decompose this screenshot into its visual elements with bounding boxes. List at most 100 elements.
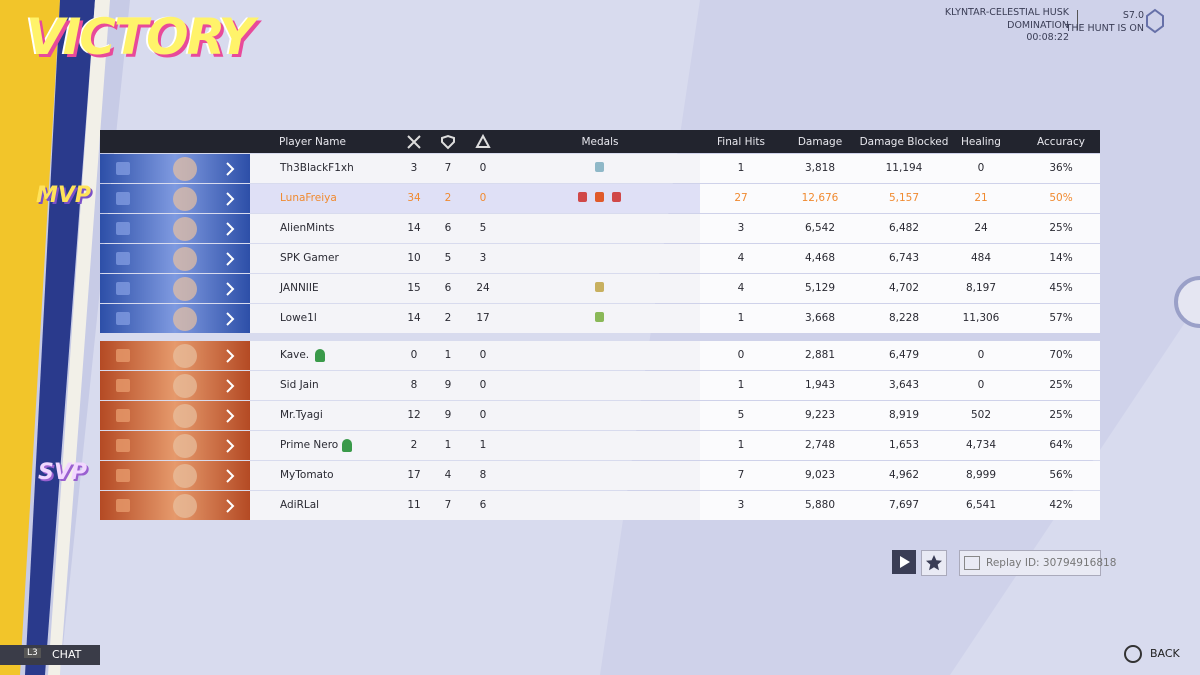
stat-value: 6 (444, 222, 452, 234)
stat-value: 484 (970, 252, 992, 264)
player-row[interactable]: Sid Jain 8 9 0 1 1,943 3,643 0 25% (100, 371, 1100, 400)
replay-id[interactable]: Replay ID: 30794916818 (959, 550, 1116, 576)
stat-value: 8,197 (965, 282, 997, 294)
column-header: Damage Blocked (859, 136, 949, 148)
stat-value: 10 (407, 252, 421, 264)
player-row[interactable]: AlienMints 14 6 5 3 6,542 6,482 24 25% (100, 214, 1100, 243)
season-name: THE HUNT IS ON (1065, 23, 1144, 34)
kda-icons (407, 133, 491, 150)
player-name: Prime Nero (280, 439, 339, 451)
player-name: AdiRLal (280, 499, 320, 511)
hero-portrait (100, 431, 250, 460)
medal-icon (595, 312, 604, 322)
player-row[interactable]: Kave. 0 1 0 0 2,881 6,479 0 70% (100, 341, 1100, 370)
player-row[interactable]: Mr.Tyagi 12 9 0 5 9,223 8,919 502 25% (100, 401, 1100, 430)
stat-value: 5,157 (888, 192, 920, 204)
stat-value: 9 (444, 379, 452, 391)
stat-value: 17 (407, 469, 421, 481)
stat-value: 1 (444, 439, 452, 451)
stat-value: 15 (407, 282, 421, 294)
stat-value: 7,697 (888, 499, 920, 511)
favorite-button[interactable] (921, 550, 947, 576)
stat-value: 36% (1049, 162, 1073, 174)
player-name: JANNIIE (280, 282, 319, 294)
player-name: Sid Jain (280, 379, 319, 391)
stat-value: 64% (1049, 439, 1073, 451)
player-row[interactable]: JANNIIE 15 6 24 4 5,129 4,702 8,197 45% (100, 274, 1100, 303)
column-header: Damage (797, 136, 843, 148)
stat-value: 8,999 (965, 469, 997, 481)
stat-value: 0 (977, 162, 985, 174)
hero-portrait (100, 304, 250, 333)
stat-value: 5 (479, 222, 487, 234)
play-replay-button[interactable] (892, 550, 916, 574)
stat-value: 5 (444, 252, 452, 264)
stat-value: 7 (444, 499, 452, 511)
column-header: Accuracy (1037, 136, 1085, 148)
player-row[interactable]: SPK Gamer 10 5 3 4 4,468 6,743 484 14% (100, 244, 1100, 273)
stat-value: 25% (1049, 222, 1073, 234)
stat-value: 0 (977, 379, 985, 391)
player-row[interactable]: MyTomato 17 4 8 7 9,023 4,962 8,999 56% (100, 461, 1100, 490)
stat-value: 11,194 (885, 162, 923, 174)
stat-value: 8 (410, 379, 418, 391)
player-name: Lowe1l (280, 312, 317, 324)
stat-value: 6,479 (888, 349, 920, 361)
column-header: Final Hits (717, 136, 765, 148)
stat-value: 0 (977, 349, 985, 361)
back-label[interactable]: BACK (1150, 647, 1180, 660)
stat-value: 2,881 (804, 349, 836, 361)
stat-value: 0 (479, 162, 487, 174)
table-header (100, 130, 1100, 153)
medal-icon (595, 192, 604, 202)
stat-value: 0 (410, 349, 418, 361)
stat-value: 17 (476, 312, 490, 324)
season-info: S7.0 THE HUNT IS ON (1066, 9, 1144, 35)
hero-portrait (100, 491, 250, 520)
stat-value: 3,643 (888, 379, 920, 391)
chat-label[interactable]: CHAT (52, 648, 82, 661)
stat-value: 2 (444, 312, 452, 324)
stat-value: 7 (737, 469, 745, 481)
stat-value: 12,676 (801, 192, 839, 204)
player-name: LunaFreiya (280, 192, 337, 204)
stat-value: 21 (974, 192, 988, 204)
hero-portrait (100, 154, 250, 183)
stat-value: 4,734 (965, 439, 997, 451)
stat-value: 2,748 (804, 439, 836, 451)
stat-value: 11,306 (962, 312, 1000, 324)
stat-value: 3 (737, 499, 745, 511)
medal-icon (595, 282, 604, 292)
stat-value: 25% (1049, 379, 1073, 391)
mvp-badge: MVP (36, 183, 92, 208)
column-header: Player Name (279, 136, 346, 148)
stat-value: 1 (444, 349, 452, 361)
hero-portrait (100, 184, 250, 213)
stat-value: 5,880 (804, 499, 836, 511)
player-name: SPK Gamer (280, 252, 339, 264)
player-row[interactable]: AdiRLal 11 7 6 3 5,880 7,697 6,541 42% (100, 491, 1100, 520)
stat-value: 6,542 (804, 222, 836, 234)
stat-value: 24 (974, 222, 988, 234)
stat-value: 4 (737, 282, 745, 294)
player-row[interactable]: Lowe1l 14 2 17 1 3,668 8,228 11,306 57% (100, 304, 1100, 333)
stat-value: 7 (444, 162, 452, 174)
party-icon (342, 439, 352, 452)
hero-portrait (100, 371, 250, 400)
stat-value: 1 (737, 312, 745, 324)
stat-value: 6,743 (888, 252, 920, 264)
stat-value: 25% (1049, 409, 1073, 421)
stat-value: 6 (444, 282, 452, 294)
stat-value: 1 (737, 439, 745, 451)
stat-value: 8 (479, 469, 487, 481)
stat-value: 0 (479, 409, 487, 421)
stat-value: 8,228 (888, 312, 920, 324)
stat-value: 9,223 (804, 409, 836, 421)
medal-icon (612, 192, 621, 202)
stat-value: 27 (734, 192, 748, 204)
player-row[interactable]: Prime Nero 2 1 1 1 2,748 1,653 4,734 64% (100, 431, 1100, 460)
stat-value: 56% (1049, 469, 1073, 481)
stat-value: 14 (407, 222, 421, 234)
match-time: 00:08:22 (1026, 32, 1069, 43)
